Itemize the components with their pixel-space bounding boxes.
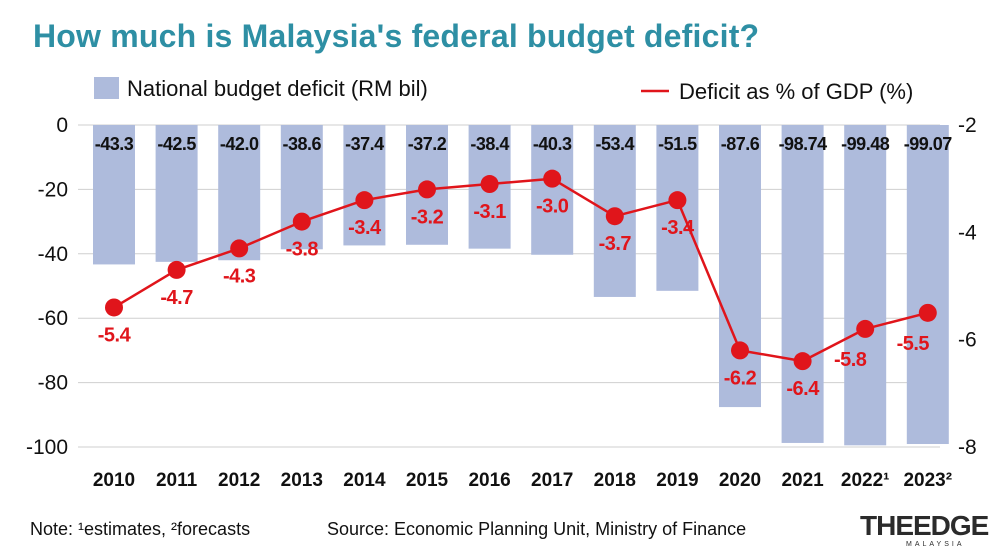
left-tick-label: 0 bbox=[56, 114, 68, 137]
line-point bbox=[418, 180, 436, 199]
line-point bbox=[105, 298, 123, 317]
line-point bbox=[167, 260, 186, 279]
right-tick-label: -4 bbox=[958, 221, 977, 244]
bar-value-label: -38.4 bbox=[470, 134, 509, 154]
bar-value-label: -37.2 bbox=[408, 134, 447, 154]
right-tick-label: -8 bbox=[958, 436, 977, 459]
x-tick-label: 2013 bbox=[281, 470, 323, 491]
right-tick-label: -6 bbox=[958, 329, 977, 352]
line-value-label: -3.4 bbox=[348, 217, 382, 239]
line-value-label: -3.1 bbox=[473, 201, 506, 223]
bar bbox=[218, 125, 261, 261]
x-tick-label: 2012 bbox=[218, 470, 260, 491]
bar-value-label: -51.5 bbox=[658, 134, 697, 154]
line-point bbox=[731, 341, 749, 360]
bar-value-label: -38.6 bbox=[283, 134, 322, 154]
bar bbox=[531, 125, 574, 255]
legend-line-label: Deficit as % of GDP (%) bbox=[679, 79, 913, 104]
x-tick-label: 2018 bbox=[594, 470, 636, 491]
line-point bbox=[543, 169, 562, 188]
line-value-label: -3.7 bbox=[599, 233, 632, 255]
x-tick-label: 2011 bbox=[156, 470, 198, 491]
line-point bbox=[668, 191, 687, 210]
legend: National budget deficit (RM bil) Deficit … bbox=[94, 76, 913, 104]
bar bbox=[781, 125, 824, 443]
bar-value-label: -99.07 bbox=[904, 134, 953, 154]
footnote: Note: ¹estimates, ²forecasts bbox=[30, 519, 251, 539]
x-tick-label: 2010 bbox=[93, 470, 135, 491]
line-point bbox=[793, 352, 812, 371]
right-y-axis: -2 -4 -6 -8 bbox=[958, 114, 977, 459]
bar-value-label: -42.0 bbox=[220, 134, 259, 154]
line-value-label: -6.2 bbox=[724, 367, 757, 389]
line-value-label: -5.8 bbox=[834, 349, 867, 371]
line-value-label: -3.0 bbox=[536, 196, 569, 218]
bar-value-label: -40.3 bbox=[533, 134, 572, 154]
line-point bbox=[605, 207, 624, 226]
x-tick-label: 2014 bbox=[343, 470, 386, 491]
line-point bbox=[918, 303, 937, 322]
x-tick-label: 2016 bbox=[468, 470, 510, 491]
line-point bbox=[230, 239, 249, 258]
legend-bar-label: National budget deficit (RM bil) bbox=[127, 76, 428, 101]
bar bbox=[343, 125, 386, 246]
bar-value-label: -53.4 bbox=[596, 134, 635, 154]
line-value-label: -4.7 bbox=[160, 287, 193, 309]
bar bbox=[906, 125, 949, 445]
line-value-label: -3.2 bbox=[411, 206, 444, 228]
line-point bbox=[355, 191, 374, 210]
legend-bar-swatch bbox=[94, 77, 119, 99]
x-tick-label: 2015 bbox=[406, 470, 449, 491]
logo-subtitle: MALAYSIA bbox=[906, 541, 965, 548]
line-path bbox=[113, 177, 929, 363]
line-value-label: -5.4 bbox=[98, 324, 132, 346]
left-tick-label: -80 bbox=[38, 372, 68, 395]
left-tick-label: -100 bbox=[26, 436, 68, 459]
x-tick-label: 2019 bbox=[656, 470, 698, 491]
right-tick-label: -2 bbox=[958, 114, 977, 137]
source-text: Source: Economic Planning Unit, Ministry… bbox=[327, 519, 747, 539]
bar-value-label: -98.74 bbox=[779, 134, 828, 154]
line-value-label: -3.8 bbox=[286, 239, 319, 261]
left-tick-label: -40 bbox=[38, 243, 68, 266]
line-series: -5.4 -4.7 -4.3 -3.8 -3.4 -3.2 -3.1 -3.0 -3.7 -3.4… bbox=[98, 169, 937, 400]
bar-value-label: -87.6 bbox=[721, 134, 760, 154]
bar-value-label: -37.4 bbox=[345, 134, 384, 154]
logo-wordmark: THEEDGE bbox=[860, 510, 989, 541]
line-value-label: -4.3 bbox=[223, 265, 256, 287]
line-point bbox=[480, 175, 499, 194]
line-value-label: -6.4 bbox=[786, 378, 820, 400]
x-tick-label: 2021 bbox=[781, 470, 824, 491]
bar-value-label: -42.5 bbox=[157, 134, 196, 154]
left-y-axis: 0 -20 -40 -60 -80 -100 bbox=[26, 114, 68, 459]
line-point bbox=[292, 212, 311, 231]
bar-value-label: -43.3 bbox=[95, 134, 134, 154]
deficit-chart: -43.3 -42.5 -42.0 -38.6 -37.4 -37.2 -38.4 -40.3… bbox=[26, 76, 977, 491]
x-tick-label: 2017 bbox=[531, 470, 573, 491]
bar-value-label: -99.48 bbox=[841, 134, 890, 154]
bar bbox=[93, 125, 135, 265]
the-edge-logo: THEEDGE MALAYSIA bbox=[860, 510, 990, 548]
line-point bbox=[856, 319, 875, 338]
line-value-label: -5.5 bbox=[897, 333, 930, 355]
bar bbox=[844, 125, 887, 446]
x-tick-label: 2023² bbox=[903, 470, 952, 491]
bar bbox=[155, 125, 198, 262]
chart-title: How much is Malaysia's federal budget de… bbox=[33, 18, 760, 54]
x-axis: 2010 2011 2012 2013 2014 2015 2016 2017 2018 2019… bbox=[93, 470, 952, 491]
line-value-label: -3.4 bbox=[661, 217, 695, 239]
bar bbox=[719, 125, 761, 408]
bar-series: -43.3 -42.5 -42.0 -38.6 -37.4 -37.2 -38.4 -40.3… bbox=[93, 125, 953, 446]
left-tick-label: -20 bbox=[38, 178, 68, 201]
left-tick-label: -60 bbox=[38, 307, 68, 330]
x-tick-label: 2020 bbox=[719, 470, 761, 491]
x-tick-label: 2022¹ bbox=[841, 470, 890, 491]
